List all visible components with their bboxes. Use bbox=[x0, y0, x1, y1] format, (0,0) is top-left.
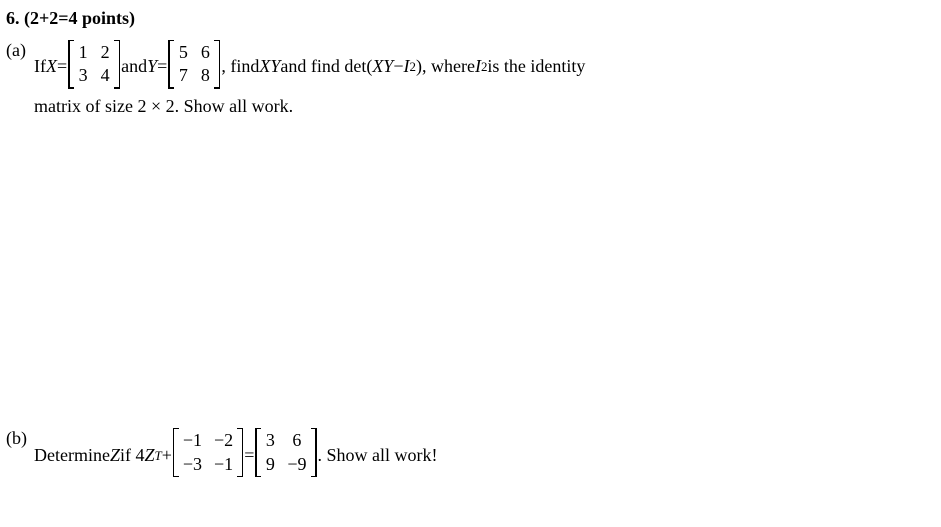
bracket-right bbox=[311, 428, 317, 477]
bracket-right bbox=[237, 428, 243, 477]
part-a-body: If X = 1 2 3 4 and bbox=[34, 40, 935, 118]
part-a: (a) If X = 1 2 3 4 bbox=[6, 40, 935, 118]
var-x: X bbox=[46, 56, 57, 78]
matrix-a: −1 −2 −3 −1 bbox=[173, 428, 243, 483]
part-a-line1: If X = 1 2 3 4 and bbox=[34, 40, 585, 95]
var-z: Z bbox=[110, 445, 120, 467]
cell: 9 bbox=[265, 454, 275, 476]
matrix-y-grid: 5 6 7 8 bbox=[174, 40, 214, 89]
var-y: Y bbox=[147, 56, 157, 78]
part-a-label: (a) bbox=[6, 40, 34, 62]
cell: 6 bbox=[200, 42, 210, 64]
cell: 8 bbox=[200, 65, 210, 87]
cell: 1 bbox=[78, 42, 88, 64]
text: Determine bbox=[34, 445, 110, 467]
minus: − bbox=[393, 56, 403, 78]
plus: + bbox=[162, 445, 172, 467]
equals: = bbox=[157, 56, 167, 78]
text: . Show all work! bbox=[318, 445, 438, 467]
text: , find bbox=[221, 56, 259, 78]
var-z: Z bbox=[144, 445, 154, 467]
text: and bbox=[121, 56, 147, 78]
matrix-y: 5 6 7 8 bbox=[168, 40, 220, 95]
part-b-line: Determine Z if 4 ZT + −1 −2 −3 −1 bbox=[34, 428, 438, 483]
text: ), where bbox=[416, 56, 475, 78]
bracket-right bbox=[114, 40, 120, 89]
equals: = bbox=[57, 56, 67, 78]
cell: 3 bbox=[78, 65, 88, 87]
cell: 2 bbox=[100, 42, 110, 64]
bracket-right bbox=[214, 40, 220, 89]
cell: 6 bbox=[287, 430, 306, 452]
page: 6. (2+2=4 points) (a) If X = 1 2 3 4 bbox=[0, 0, 941, 491]
matrix-a-grid: −1 −2 −3 −1 bbox=[179, 428, 237, 477]
text: is the identity bbox=[487, 56, 585, 78]
part-b: (b) Determine Z if 4 ZT + −1 −2 −3 −1 bbox=[6, 428, 935, 483]
bracket-left bbox=[255, 428, 261, 477]
xy: XY bbox=[372, 56, 393, 78]
question-points: (2+2=4 points) bbox=[24, 8, 135, 28]
bracket-left bbox=[168, 40, 174, 89]
equals: = bbox=[244, 445, 254, 467]
bracket-left bbox=[173, 428, 179, 477]
question-header: 6. (2+2=4 points) bbox=[6, 8, 935, 30]
part-a-line2: matrix of size 2 × 2. Show all work. bbox=[34, 96, 935, 118]
part-b-label: (b) bbox=[6, 428, 34, 450]
text: if 4 bbox=[120, 445, 145, 467]
matrix-b: 3 6 9 −9 bbox=[255, 428, 316, 483]
superscript-t: T bbox=[155, 448, 162, 464]
cell: 5 bbox=[178, 42, 188, 64]
cell: 7 bbox=[178, 65, 188, 87]
part-b-body: Determine Z if 4 ZT + −1 −2 −3 −1 bbox=[34, 428, 935, 483]
text: and find det( bbox=[280, 56, 372, 78]
xy: XY bbox=[259, 56, 280, 78]
cell: 3 bbox=[265, 430, 275, 452]
cell: −1 bbox=[214, 454, 233, 476]
cell: 4 bbox=[100, 65, 110, 87]
cell: −1 bbox=[183, 430, 202, 452]
cell: −3 bbox=[183, 454, 202, 476]
cell: −9 bbox=[287, 454, 306, 476]
matrix-x: 1 2 3 4 bbox=[68, 40, 120, 95]
question-number: 6. bbox=[6, 8, 20, 28]
bracket-left bbox=[68, 40, 74, 89]
text: If bbox=[34, 56, 46, 78]
matrix-x-grid: 1 2 3 4 bbox=[74, 40, 114, 89]
matrix-b-grid: 3 6 9 −9 bbox=[261, 428, 310, 477]
cell: −2 bbox=[214, 430, 233, 452]
